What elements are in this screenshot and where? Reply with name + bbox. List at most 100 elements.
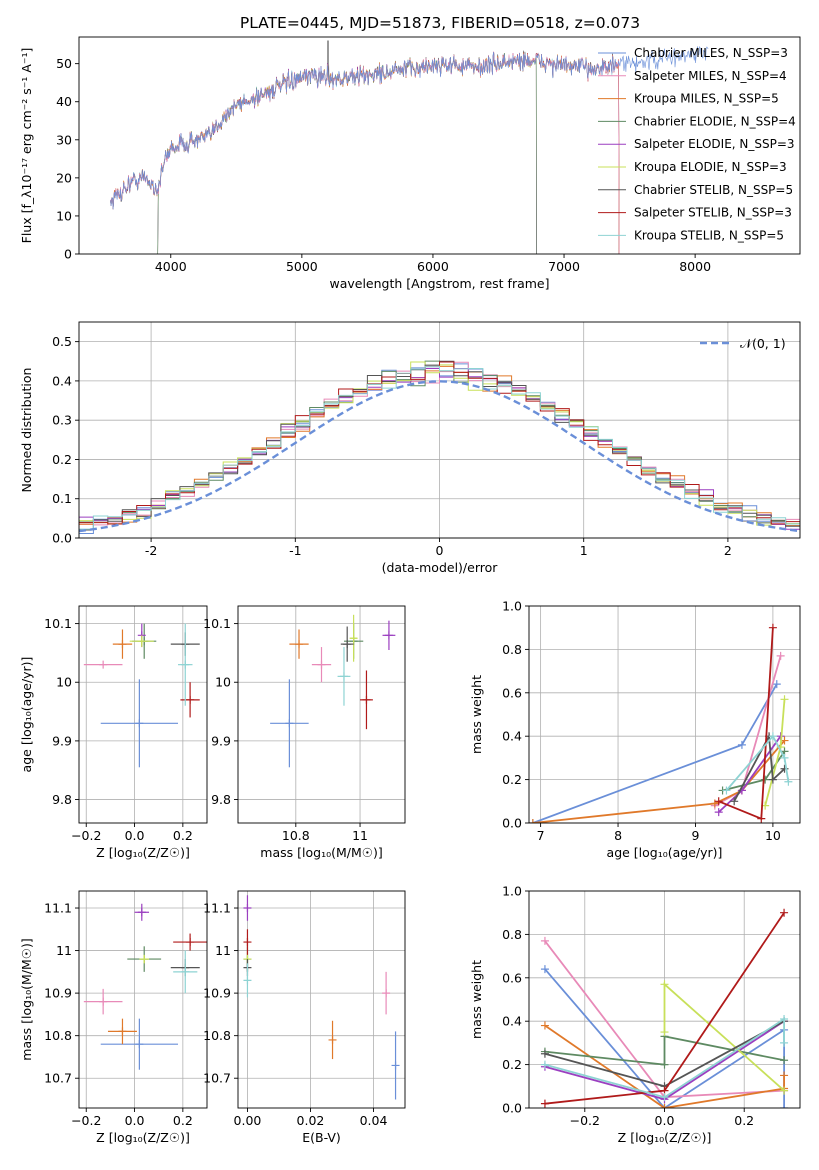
x-tick-label: 7 (537, 828, 545, 843)
panel-weight_vs_z: −0.2 0.0 0.2 0.0 0.2 0.4 0.6 0.8 1.0 Z [log₁₀(Z/Z… (469, 884, 801, 1145)
weight-line-chabrier_miles (532, 683, 778, 823)
y-tick-label: 9.8 (211, 792, 231, 807)
axes-frame (78, 605, 208, 824)
x-tick-label: 0.0 (655, 1113, 675, 1128)
weight-marker-kroupa_stelib (660, 1093, 669, 1102)
y-tick-label: 40 (56, 94, 72, 109)
x-tick-label: −0.2 (71, 828, 101, 843)
weight-marker-kroupa_elodie (660, 1028, 669, 1037)
weight-marker-kroupa_miles (660, 1104, 669, 1108)
legend-entry: Salpeter MILES, N_SSP=4 (634, 69, 787, 83)
y-tick-label: 10.9 (203, 986, 231, 1001)
x-tick-label: 2 (724, 543, 732, 558)
point-salpeter_stelib (243, 938, 252, 947)
x-tick-label: 0.02 (297, 1113, 325, 1128)
weight-marker-chabrier_miles (780, 1104, 789, 1108)
weight-marker-salpeter_stelib (714, 797, 723, 806)
point-salpeter_elodie (243, 904, 252, 913)
legend-entry: Kroupa ELODIE, N_SSP=3 (634, 160, 787, 174)
point-chabrier_miles (135, 719, 144, 728)
y-tick-label: 0 (64, 247, 72, 262)
point-salpeter_elodie (384, 631, 393, 640)
y-tick-label: 10.7 (44, 1071, 72, 1086)
x-tick-label: -1 (289, 543, 301, 558)
y-tick-label: 0.0 (502, 816, 522, 831)
y-tick-label: 11 (215, 943, 231, 958)
point-kroupa_miles (328, 1035, 337, 1044)
y-tick-label: 0.0 (52, 531, 72, 546)
weight-marker-kroupa_stelib (540, 1060, 549, 1069)
y-axis-label: Normed distribution (19, 368, 34, 493)
legend-entry: Kroupa STELIB, N_SSP=5 (634, 228, 784, 242)
y-tick-label: 1.0 (502, 599, 522, 614)
point-kroupa_elodie (140, 955, 149, 964)
point-salpeter_stelib (362, 695, 371, 704)
x-tick-label: 7000 (548, 259, 580, 274)
weight-marker-kroupa_elodie (660, 980, 669, 989)
point-chabrier_miles (391, 1061, 400, 1070)
legend-entry: Kroupa MILES, N_SSP=5 (634, 92, 779, 106)
x-tick-label: 9 (691, 828, 699, 843)
weight-marker-salpeter_elodie (714, 808, 723, 817)
weight-marker-salpeter_stelib (540, 1099, 549, 1108)
y-tick-label: 0.2 (502, 1057, 522, 1072)
weight-marker-kroupa_stelib (780, 1015, 789, 1024)
y-tick-label: 11 (56, 943, 72, 958)
y-tick-label: 0.4 (52, 373, 72, 388)
y-tick-label: 10.9 (44, 986, 72, 1001)
weight-marker-salpeter_miles (540, 936, 549, 945)
point-kroupa_miles (118, 1027, 127, 1036)
point-salpeter_stelib (186, 938, 195, 947)
x-tick-label: 5000 (286, 259, 318, 274)
normal-curve (79, 380, 800, 533)
plot-area (83, 623, 200, 768)
y-tick-label: 9.8 (52, 792, 72, 807)
weight-marker-chabrier_miles (772, 680, 781, 689)
point-salpeter_stelib (186, 695, 195, 704)
x-tick-label: 0 (436, 543, 444, 558)
weight-marker-kroupa_elodie (780, 695, 789, 704)
y-tick-label: 10.7 (203, 1071, 231, 1086)
x-tick-label: 4000 (155, 259, 187, 274)
legend-entry: 𝒩(0, 1) (740, 336, 786, 351)
legend-entry: Chabrier ELODIE, N_SSP=4 (634, 114, 796, 128)
x-tick-label: 0.0 (125, 828, 145, 843)
x-tick-label: 8 (614, 828, 622, 843)
weight-line-chabrier_miles (544, 968, 785, 1108)
point-kroupa_stelib (181, 967, 190, 976)
weight-marker-kroupa_stelib (722, 786, 731, 795)
axes-frame (237, 605, 406, 824)
x-tick-label: 0.04 (360, 1113, 388, 1128)
plot-area (110, 40, 709, 254)
axes-frame (78, 36, 801, 255)
figure-title: PLATE=0445, MJD=51873, FIBERID=0518, z=0… (240, 14, 640, 32)
x-tick-label: 1 (580, 543, 588, 558)
axes-frame (237, 890, 406, 1109)
y-tick-label: 0.0 (502, 1101, 522, 1116)
weight-marker-chabrier_stelib (540, 1049, 549, 1058)
weight-marker-kroupa_elodie (780, 1086, 789, 1095)
legend: 𝒩(0, 1) (700, 336, 786, 351)
weight-marker-kroupa_stelib (784, 777, 793, 786)
x-tick-label: 0.2 (173, 828, 193, 843)
x-axis-label: mass [log₁₀(M/M☉)] (260, 845, 382, 860)
y-axis-label: Flux [f_λ10⁻¹⁷ erg cm⁻² s⁻¹ A⁻¹] (19, 48, 34, 244)
point-kroupa_stelib (339, 672, 348, 681)
spectrum-line-salpeter_miles (110, 51, 620, 254)
y-axis-label: mass [log₁₀(M/M☉)] (19, 938, 34, 1060)
x-tick-label: −0.2 (71, 1113, 101, 1128)
weight-line-chabrier_stelib (733, 733, 786, 802)
weight-line-kroupa_miles (544, 1024, 785, 1108)
y-tick-label: 10 (56, 675, 72, 690)
weight-marker-chabrier_elodie (660, 1060, 669, 1069)
y-tick-label: 10.1 (44, 616, 72, 631)
x-tick-label: 0.2 (734, 1113, 754, 1128)
x-tick-label: 0.00 (234, 1113, 262, 1128)
weight-marker-kroupa_miles (780, 1071, 789, 1080)
point-salpeter_miles (317, 660, 326, 669)
y-tick-label: 0.3 (52, 413, 72, 428)
weight-marker-kroupa_stelib (780, 1038, 789, 1047)
axes-frame (528, 605, 801, 824)
weight-line-kroupa_miles (532, 739, 786, 823)
